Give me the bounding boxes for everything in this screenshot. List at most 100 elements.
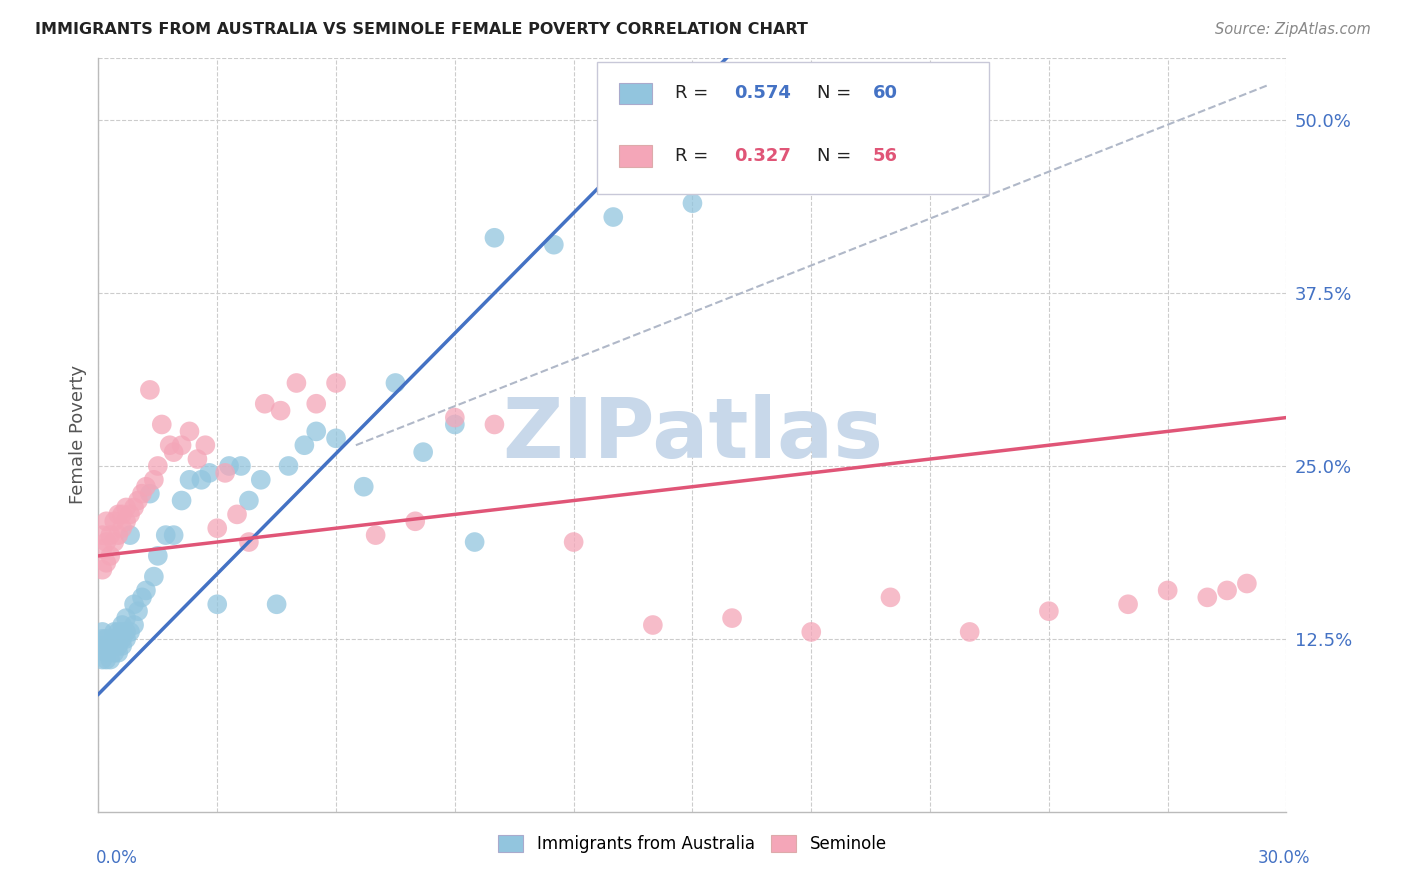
Point (444, 410, 467, 425)
Point (277, 458, 299, 473)
Point (681, 196, 703, 211)
Point (1216, 583, 1239, 598)
Point (194, 438, 217, 452)
Point (1116, 597, 1139, 611)
Point (103, 514, 125, 528)
Point (721, 611, 744, 625)
Point (163, 445, 186, 459)
Point (111, 632, 134, 646)
Point (238, 493, 260, 508)
Point (91, 632, 114, 646)
Point (122, 618, 145, 632)
Text: 0.327: 0.327 (734, 147, 792, 165)
Point (364, 528, 387, 542)
Point (484, 231, 506, 245)
Text: 30.0%: 30.0% (1258, 849, 1310, 867)
Point (122, 597, 145, 611)
Point (91, 528, 114, 542)
Point (150, 417, 173, 432)
Point (103, 639, 125, 653)
Point (115, 611, 138, 625)
Point (103, 535, 125, 549)
Point (412, 445, 434, 459)
Point (120, 528, 142, 542)
Point (198, 466, 221, 480)
Point (205, 521, 228, 535)
Point (127, 604, 149, 618)
Point (1156, 583, 1178, 598)
Point (96, 632, 118, 646)
Point (96, 514, 118, 528)
Point (107, 632, 129, 646)
Y-axis label: Female Poverty: Female Poverty (69, 366, 87, 504)
Point (444, 417, 467, 432)
Point (238, 535, 260, 549)
Point (103, 624, 125, 639)
Point (800, 624, 823, 639)
Point (404, 514, 426, 528)
Point (91, 624, 114, 639)
Point (91, 563, 114, 577)
Point (218, 458, 240, 473)
Legend: Immigrants from Australia, Seminole: Immigrants from Australia, Seminole (492, 829, 893, 860)
Point (139, 383, 162, 397)
Point (325, 431, 347, 445)
Point (115, 500, 138, 515)
Point (146, 458, 169, 473)
Point (163, 528, 186, 542)
Point (146, 549, 169, 563)
Point (142, 473, 165, 487)
Text: Source: ZipAtlas.com: Source: ZipAtlas.com (1215, 22, 1371, 37)
Point (266, 597, 288, 611)
Text: R =: R = (675, 147, 714, 165)
Point (91, 541, 114, 556)
Point (292, 438, 315, 452)
Point (139, 486, 162, 500)
Point (98, 639, 121, 653)
Point (115, 624, 138, 639)
Point (249, 473, 271, 487)
Point (641, 618, 664, 632)
Point (107, 639, 129, 653)
Point (170, 493, 193, 508)
Point (111, 624, 134, 639)
Point (96, 652, 118, 666)
Point (96, 639, 118, 653)
FancyBboxPatch shape (619, 83, 652, 104)
Point (1236, 576, 1258, 591)
Point (111, 618, 134, 632)
Point (111, 508, 134, 522)
Point (190, 473, 212, 487)
Point (229, 458, 252, 473)
Point (131, 591, 153, 605)
Point (96, 535, 118, 549)
Point (959, 624, 981, 639)
Point (115, 514, 138, 528)
Text: 60: 60 (873, 85, 898, 103)
Point (159, 438, 181, 452)
Point (205, 597, 228, 611)
Point (107, 528, 129, 542)
Point (127, 493, 149, 508)
Point (107, 646, 129, 660)
Point (602, 210, 624, 224)
Point (186, 452, 208, 467)
Point (305, 425, 328, 439)
Point (91, 652, 114, 666)
Point (120, 624, 142, 639)
Point (879, 591, 901, 605)
Point (226, 508, 249, 522)
Text: N =: N = (817, 147, 858, 165)
Point (122, 500, 145, 515)
Text: 0.0%: 0.0% (96, 849, 138, 867)
Point (131, 486, 153, 500)
Point (1197, 591, 1219, 605)
Point (170, 438, 193, 452)
Point (384, 376, 406, 390)
Point (253, 397, 276, 411)
Point (484, 417, 506, 432)
Point (353, 480, 375, 494)
FancyBboxPatch shape (598, 62, 990, 194)
Point (107, 508, 129, 522)
Point (135, 583, 157, 598)
